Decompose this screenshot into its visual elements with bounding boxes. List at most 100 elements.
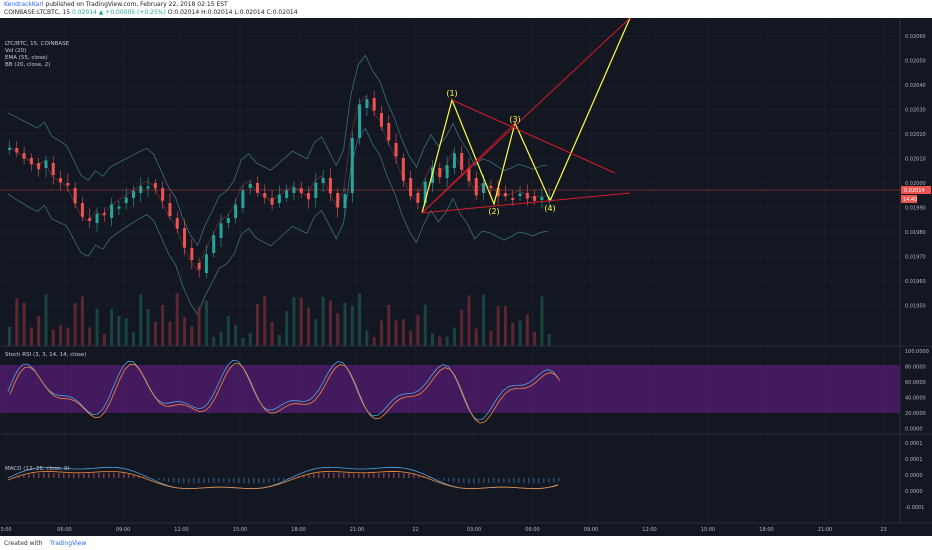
volume-bar [525, 314, 529, 346]
macd-histogram-bar [543, 478, 545, 484]
macd-histogram-bar [363, 473, 365, 478]
candle-body [117, 206, 121, 209]
volume-bar [234, 324, 238, 346]
macd-histogram-bar [208, 478, 210, 483]
macd-histogram-bar [448, 478, 450, 482]
volume-bar [44, 294, 48, 346]
macd-label: MACD (12, 26, close, 9) [5, 466, 70, 472]
author-link[interactable]: KendrackKarl [4, 1, 44, 8]
trendline-inner [421, 122, 516, 214]
channel-upper [421, 17, 631, 214]
volume-bar [241, 337, 245, 346]
macd-histogram-bar [503, 478, 505, 483]
candle-body [482, 183, 486, 193]
macd-histogram-bar [178, 478, 180, 483]
candle-body [489, 186, 493, 188]
volume-bar [219, 331, 223, 346]
macd-histogram-bar [323, 472, 325, 478]
volume-bar [336, 313, 340, 346]
macd-histogram-bar [468, 478, 470, 484]
volume-bar [131, 332, 135, 346]
macd-histogram-bar [408, 473, 410, 478]
macd-histogram-bar [243, 478, 245, 484]
volume-bar [394, 320, 398, 346]
volume-bar [168, 321, 172, 346]
candle-body [467, 168, 471, 182]
macd-histogram-bar [388, 472, 390, 478]
macd-histogram-bar [108, 472, 110, 478]
macd-histogram-bar [553, 478, 555, 483]
macd-histogram-bar [228, 478, 230, 483]
price-tick: 0.02020 [905, 132, 926, 138]
volume-bar [29, 327, 33, 346]
time-tick: 21:00 [350, 527, 364, 533]
macd-panel [7, 466, 560, 490]
volume-bar [314, 319, 318, 346]
macd-tick: -0.0001 [905, 505, 924, 511]
candle-body [452, 153, 456, 168]
volume-bar [51, 329, 55, 346]
price-tick: 0.01950 [905, 304, 926, 310]
volume-bar [518, 320, 522, 346]
price-tag-bg [901, 186, 931, 194]
candle-body [416, 193, 420, 203]
time-tick: 18:00 [759, 527, 773, 533]
price-tick: 0.02000 [905, 181, 926, 187]
ohlc-high: H:0.02014 [201, 9, 233, 16]
macd-histogram-bar [283, 478, 285, 480]
price-text: 0.02014 [72, 9, 97, 16]
candle-body [22, 153, 26, 159]
macd-histogram-bar [333, 472, 335, 478]
macd-histogram-bar [533, 478, 535, 484]
macd-histogram-bar [28, 473, 30, 478]
stoch-d-line [9, 362, 561, 424]
macd-histogram-bar [83, 473, 85, 478]
volume-bar [292, 297, 296, 346]
macd-histogram-bar [403, 472, 405, 478]
candle-body [44, 160, 48, 168]
volume-bar [80, 296, 84, 346]
candle-body [175, 218, 179, 229]
price-tick: 0.01980 [905, 230, 926, 236]
wave-label: (4) [544, 204, 555, 213]
published-text: published on TradingView.com, February 2… [45, 1, 228, 8]
candle-body [540, 197, 544, 200]
macd-histogram-bar [153, 478, 155, 479]
stoch-tick: 60.0000 [905, 380, 926, 386]
candle-body [343, 194, 347, 208]
footer: Created with TradingView [0, 536, 932, 550]
macd-tick: 0.0000 [905, 473, 923, 479]
candle-body [401, 158, 405, 181]
volume-bar [204, 300, 208, 346]
macd-histogram-bar [133, 474, 135, 478]
volume-bar [190, 326, 194, 346]
candle-body [51, 163, 55, 175]
macd-histogram-bar [293, 477, 295, 478]
publish-line: KendrackKarl published on TradingView.co… [4, 1, 228, 8]
macd-histogram-bar [193, 478, 195, 484]
volume-bar [401, 319, 405, 346]
volume-bar [299, 297, 303, 346]
macd-histogram-bar [13, 476, 15, 478]
time-tick: 06:00 [57, 527, 71, 533]
chart-canvas[interactable]: (1) (2) (3) (4) 0.02060 0.02050 0.02040 0.0203… [0, 17, 932, 536]
volume-bar [321, 296, 325, 346]
stoch-label: Stoch RSI (3, 3, 14, 14, close) [5, 352, 87, 358]
candle-body [241, 190, 245, 208]
volume-bar [445, 336, 449, 346]
macd-histogram-bar [348, 473, 350, 478]
volume-bar [416, 315, 420, 346]
chart-area[interactable]: (1) (2) (3) (4) 0.02060 0.02050 0.02040 0.0203… [0, 17, 932, 536]
macd-histogram-bar [88, 473, 90, 478]
macd-histogram-bar [68, 473, 70, 478]
macd-histogram-bar [313, 473, 315, 478]
candle-body [409, 178, 413, 197]
macd-histogram-bar [278, 478, 280, 481]
macd-histogram-bar [523, 478, 525, 484]
macd-histogram-bar [488, 478, 490, 483]
elliott-wave-path [421, 98, 551, 214]
candle-body [124, 197, 128, 203]
tradingview-logo[interactable]: TradingView [50, 540, 87, 547]
macd-histogram-bar [103, 472, 105, 478]
macd-histogram-bar [398, 472, 400, 478]
